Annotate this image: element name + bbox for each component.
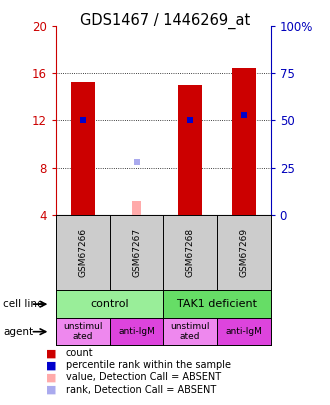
Text: ■: ■ bbox=[46, 373, 57, 382]
Text: ■: ■ bbox=[46, 348, 57, 358]
Text: GSM67268: GSM67268 bbox=[186, 228, 195, 277]
Text: value, Detection Call = ABSENT: value, Detection Call = ABSENT bbox=[66, 373, 221, 382]
Bar bbox=[232, 68, 256, 215]
Text: GSM67266: GSM67266 bbox=[79, 228, 87, 277]
Text: percentile rank within the sample: percentile rank within the sample bbox=[66, 360, 231, 370]
Bar bbox=[178, 85, 202, 215]
Text: count: count bbox=[66, 348, 94, 358]
Bar bbox=[71, 82, 95, 215]
Text: control: control bbox=[90, 299, 129, 309]
Text: GDS1467 / 1446269_at: GDS1467 / 1446269_at bbox=[80, 13, 250, 29]
Text: anti-IgM: anti-IgM bbox=[118, 327, 155, 336]
Text: TAK1 deficient: TAK1 deficient bbox=[177, 299, 257, 309]
Text: cell line: cell line bbox=[3, 299, 44, 309]
Text: GSM67267: GSM67267 bbox=[132, 228, 141, 277]
Text: agent: agent bbox=[3, 327, 33, 337]
Bar bbox=[132, 200, 141, 215]
Text: unstimul
ated: unstimul ated bbox=[63, 322, 103, 341]
Text: rank, Detection Call = ABSENT: rank, Detection Call = ABSENT bbox=[66, 385, 216, 394]
Text: anti-IgM: anti-IgM bbox=[225, 327, 262, 336]
Text: GSM67269: GSM67269 bbox=[239, 228, 248, 277]
Text: ■: ■ bbox=[46, 360, 57, 370]
Text: ■: ■ bbox=[46, 385, 57, 394]
Text: unstimul
ated: unstimul ated bbox=[170, 322, 210, 341]
